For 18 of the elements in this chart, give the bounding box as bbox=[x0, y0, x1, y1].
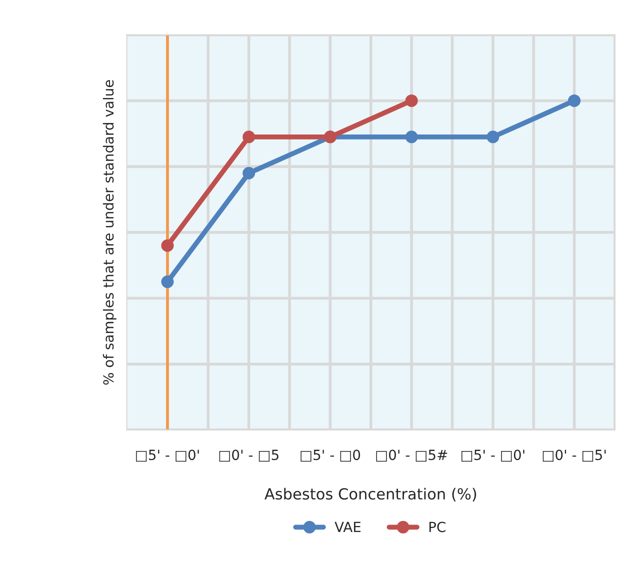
point bbox=[161, 276, 174, 288]
point bbox=[486, 130, 500, 144]
x-tick-label: □0' - □5# bbox=[376, 450, 448, 462]
x-axis-title: Asbestos Concentration (%) bbox=[264, 488, 476, 502]
y-axis-title: % of samples that are under standard value bbox=[102, 80, 116, 385]
x-tick-label: □5' - □0' bbox=[462, 450, 524, 462]
x-tick-label: □0' - □5' bbox=[542, 450, 606, 462]
point bbox=[568, 94, 581, 107]
legend-label: VAE bbox=[334, 522, 361, 532]
x-tick-label: □5' - □0 bbox=[300, 450, 360, 462]
legend-label: PC bbox=[429, 522, 446, 532]
point bbox=[242, 130, 256, 144]
point bbox=[242, 166, 256, 180]
x-tick-label: □0' - □5 bbox=[219, 450, 278, 462]
point bbox=[405, 130, 418, 144]
x-tick-label: □5' - □0' bbox=[136, 450, 199, 462]
point bbox=[405, 94, 418, 107]
point bbox=[161, 239, 174, 252]
